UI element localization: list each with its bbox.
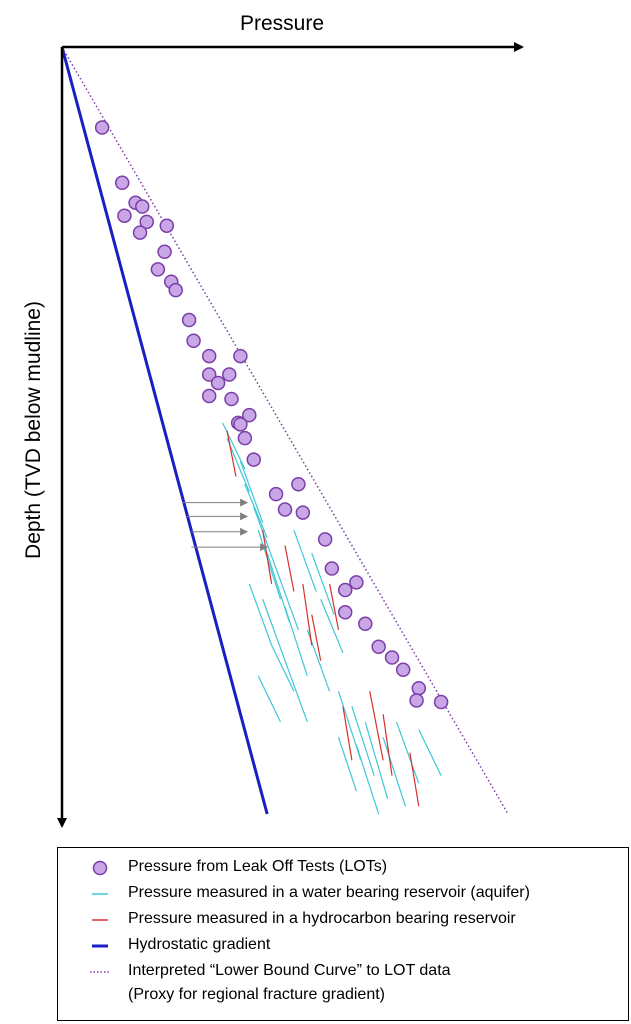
cyan-line-icon xyxy=(92,893,108,895)
lot-point xyxy=(181,312,197,328)
lot-point xyxy=(337,582,353,598)
aquifer-pressure-segment xyxy=(222,422,246,470)
lot-point xyxy=(201,367,217,382)
hydrocarbon-pressure-segment xyxy=(262,530,273,584)
lot-point xyxy=(135,199,150,214)
lot-point xyxy=(114,175,130,191)
lot-point xyxy=(324,561,340,576)
hydrocarbon-pressure-segment xyxy=(311,614,322,661)
lot-point xyxy=(222,367,237,382)
lot-point xyxy=(139,214,154,230)
aquifer-pressure-segment xyxy=(248,583,273,646)
lot-circle-icon xyxy=(92,860,108,876)
lot-point xyxy=(277,502,293,517)
lot-point xyxy=(337,605,353,620)
lot-point xyxy=(117,208,132,223)
lot-point xyxy=(358,616,373,632)
lot-point xyxy=(150,262,166,277)
lot-point xyxy=(237,430,253,446)
y-axis-title: Depth (TVD below mudline) xyxy=(22,301,45,559)
lot-point xyxy=(132,225,148,240)
hydrocarbon-pressure-segment xyxy=(342,706,353,761)
dotted-line-icon xyxy=(90,971,110,973)
hydrocarbon-pressure-segment xyxy=(329,583,340,631)
aquifer-pressure-segment xyxy=(293,530,317,592)
hydrocarbon-pressure-segment xyxy=(382,714,393,776)
lot-point xyxy=(295,505,311,520)
lot-point xyxy=(291,476,306,492)
lot-point xyxy=(233,417,248,432)
legend-label: Pressure from Leak Off Tests (LOTs) xyxy=(128,858,388,875)
aquifer-pressure-segment xyxy=(320,599,344,654)
lot-point xyxy=(384,650,400,665)
aquifer-pressure-segment xyxy=(253,506,277,569)
lot-point xyxy=(210,375,226,391)
aquifer-pressure-segment xyxy=(418,729,442,776)
aquifer-pressure-segment xyxy=(364,721,389,799)
aquifer-pressure-segment xyxy=(239,460,264,523)
lot-point xyxy=(395,662,411,678)
lot-point xyxy=(411,680,427,696)
lot-point xyxy=(201,348,217,364)
aquifer-pressure-segment xyxy=(257,530,282,600)
lot-point xyxy=(224,391,239,407)
lot-point xyxy=(94,120,110,135)
lot-point xyxy=(242,407,257,423)
lot-point xyxy=(371,639,386,655)
aquifer-pressure-segment xyxy=(395,721,420,784)
diagram-canvas xyxy=(57,42,524,828)
aquifer-pressure-segment xyxy=(275,568,299,631)
aquifer-pressure-segment xyxy=(262,599,286,661)
aquifer-pressure-segment xyxy=(284,660,308,723)
hydrocarbon-pressure-segment xyxy=(409,752,420,807)
legend-label: Pressure measured in a hydrocarbon beari… xyxy=(128,910,516,927)
blue-line-icon xyxy=(92,944,108,948)
hydrocarbon-pressure-segment xyxy=(369,691,384,761)
legend: Pressure from Leak Off Tests (LOTs) Pres… xyxy=(57,847,629,1021)
aquifer-pressure-segment xyxy=(355,744,380,815)
aquifer-pressure-segment xyxy=(257,675,282,723)
legend-label: Interpreted “Lower Bound Curve” to LOT d… xyxy=(128,962,451,979)
lot-point xyxy=(186,333,201,349)
hydrocarbon-pressure-segment xyxy=(302,583,313,646)
lot-point xyxy=(409,693,424,708)
lot-point xyxy=(233,348,248,364)
lot-point xyxy=(159,218,175,233)
legend-label: Hydrostatic gradient xyxy=(128,936,271,953)
hydrocarbon-pressure-segment xyxy=(226,430,237,477)
lot-point xyxy=(168,282,183,298)
hydrocarbon-pressure-segment xyxy=(284,545,295,592)
aquifer-pressure-segment xyxy=(382,737,406,807)
aquifer-pressure-segment xyxy=(337,737,357,792)
lot-point xyxy=(349,575,364,590)
aquifer-pressure-segment xyxy=(284,606,308,677)
lot-point xyxy=(201,388,217,404)
hydrostatic-gradient-line xyxy=(60,46,269,815)
lot-point xyxy=(268,486,284,502)
aquifer-pressure-segment xyxy=(351,706,375,776)
aquifer-pressure-segment xyxy=(311,553,335,615)
lot-point xyxy=(317,532,333,547)
legend-note: (Proxy for regional fracture gradient) xyxy=(128,986,385,1003)
aquifer-pressure-segment xyxy=(244,483,268,539)
lot-point xyxy=(157,244,172,260)
lot-point xyxy=(246,452,262,467)
x-axis-title: Pressure xyxy=(240,12,325,35)
aquifer-pressure-segment xyxy=(271,644,295,692)
lot-point xyxy=(433,694,449,710)
red-line-icon xyxy=(92,919,108,921)
legend-label: Pressure measured in a water bearing res… xyxy=(128,884,530,901)
